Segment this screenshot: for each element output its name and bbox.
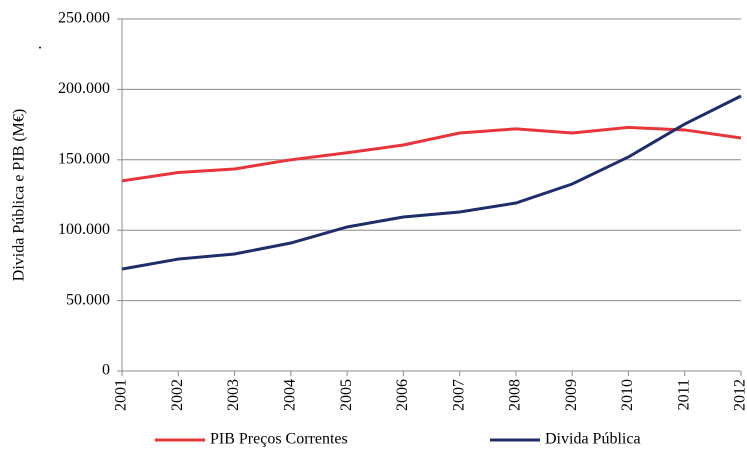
x-tick-label: 2005	[338, 379, 355, 411]
y-tick-label: 250.000	[58, 10, 110, 27]
x-tick-label: 2007	[450, 379, 467, 411]
legend-label: Divida Pública	[545, 431, 641, 448]
y-tick-label: 50.000	[66, 291, 110, 308]
y-tick-label: 150.000	[58, 150, 110, 167]
x-tick-label: 2001	[113, 379, 130, 411]
x-tick-label: 2008	[507, 379, 524, 411]
x-tick-label: 2004	[281, 379, 298, 411]
y-tick-label: 200.000	[58, 80, 110, 97]
x-tick-label: 2009	[563, 379, 580, 411]
x-tick-label: 2003	[225, 379, 242, 411]
x-tick-label: 2012	[732, 379, 747, 411]
y-tick-label: 0	[102, 362, 110, 379]
legend-label: PIB Preços Correntes	[210, 431, 348, 448]
annotation: .	[38, 36, 42, 53]
x-tick-label: 2002	[169, 379, 186, 411]
data-line	[121, 125, 742, 183]
y-tick-label: 100.000	[58, 221, 110, 238]
y-axis-label: Divida Pública e PIB (M€)	[11, 109, 28, 281]
x-tick-label: 2011	[675, 379, 692, 410]
x-tick-label: 2006	[394, 379, 411, 411]
x-tick-label: 2010	[619, 379, 636, 411]
data-line	[121, 94, 742, 271]
